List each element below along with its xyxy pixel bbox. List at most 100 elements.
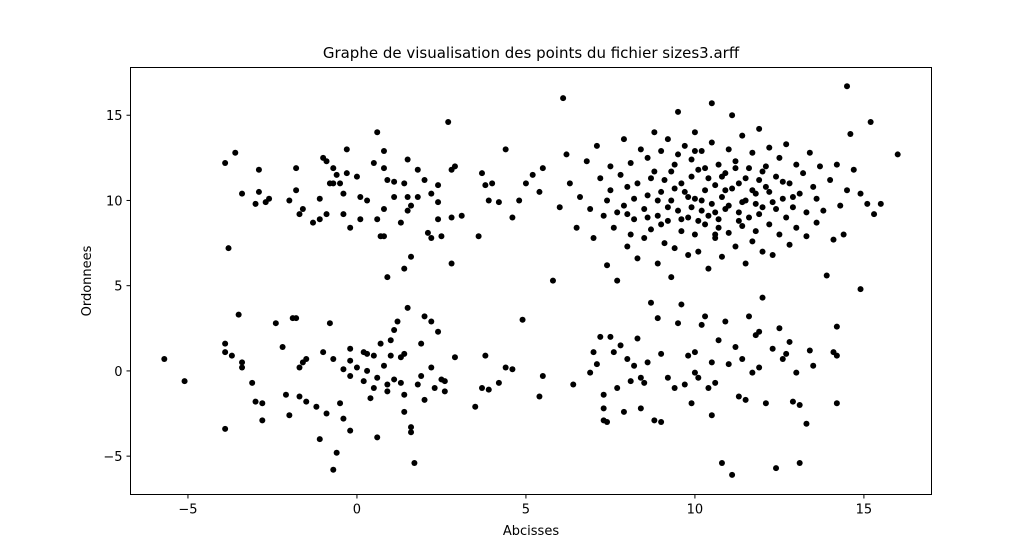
data-point xyxy=(380,165,387,172)
data-point xyxy=(266,195,273,202)
data-point xyxy=(279,344,286,351)
data-point xyxy=(688,156,695,163)
data-point xyxy=(370,159,377,166)
data-point xyxy=(833,352,840,359)
data-point xyxy=(803,420,810,427)
data-point xyxy=(732,158,739,165)
y-tick-label: 15 xyxy=(106,109,123,124)
data-point xyxy=(489,180,496,187)
data-point xyxy=(428,364,435,371)
data-point xyxy=(225,245,232,252)
data-point xyxy=(374,434,381,441)
data-point xyxy=(783,141,790,148)
data-point xyxy=(702,187,709,194)
data-point xyxy=(617,342,624,349)
data-point xyxy=(347,345,354,352)
data-point xyxy=(235,311,242,318)
data-point xyxy=(745,165,752,172)
data-point xyxy=(428,190,435,197)
data-point xyxy=(384,274,391,281)
data-point xyxy=(742,396,749,403)
data-point xyxy=(641,205,648,212)
data-point xyxy=(718,459,725,466)
data-point xyxy=(681,188,688,195)
data-point xyxy=(833,323,840,330)
data-point xyxy=(516,197,523,204)
data-point xyxy=(414,194,421,201)
data-point xyxy=(624,183,631,190)
data-point xyxy=(769,252,776,259)
data-point xyxy=(384,381,391,388)
data-point xyxy=(702,165,709,172)
data-point xyxy=(739,132,746,139)
data-point xyxy=(675,207,682,214)
data-point xyxy=(509,214,516,221)
data-point xyxy=(556,204,563,211)
data-point xyxy=(296,393,303,400)
data-point xyxy=(597,333,604,340)
data-point xyxy=(681,381,688,388)
data-point xyxy=(627,378,634,385)
data-point xyxy=(451,354,458,361)
data-point xyxy=(695,248,702,255)
data-point xyxy=(735,217,742,224)
data-point xyxy=(502,146,509,153)
data-point xyxy=(756,364,763,371)
data-point xyxy=(590,234,597,241)
data-point xyxy=(634,255,641,262)
data-point xyxy=(688,400,695,407)
data-point xyxy=(766,221,773,228)
data-point xyxy=(732,243,739,250)
data-point xyxy=(796,459,803,466)
y-tick-label: 0 xyxy=(114,365,122,380)
data-point xyxy=(833,400,840,407)
data-point xyxy=(661,240,668,247)
data-point xyxy=(661,177,668,184)
data-point xyxy=(239,190,246,197)
data-point xyxy=(610,224,617,231)
data-point xyxy=(779,178,786,185)
data-point xyxy=(759,168,766,175)
data-point xyxy=(485,386,492,393)
data-point xyxy=(813,195,820,202)
data-point xyxy=(712,182,719,189)
data-point xyxy=(414,166,421,173)
data-point xyxy=(685,252,692,259)
data-point xyxy=(678,180,685,187)
data-point xyxy=(414,381,421,388)
data-point xyxy=(786,241,793,248)
data-point xyxy=(340,190,347,197)
data-point xyxy=(539,373,546,380)
data-point xyxy=(816,163,823,170)
data-point xyxy=(766,188,773,195)
data-point xyxy=(353,364,360,371)
data-point xyxy=(641,234,648,241)
data-point xyxy=(374,374,381,381)
data-point xyxy=(401,408,408,415)
data-point xyxy=(495,199,502,206)
data-point xyxy=(347,224,354,231)
data-point xyxy=(675,320,682,327)
data-point xyxy=(620,202,627,209)
x-tick-label: 0 xyxy=(353,503,361,518)
data-point xyxy=(472,403,479,410)
data-point xyxy=(286,197,293,204)
data-point xyxy=(624,355,631,362)
data-point xyxy=(330,355,337,362)
data-point xyxy=(451,163,458,170)
data-point xyxy=(529,171,536,178)
data-point xyxy=(749,238,756,245)
data-point xyxy=(590,349,597,356)
data-point xyxy=(769,345,776,352)
data-point xyxy=(384,388,391,395)
data-point xyxy=(654,260,661,267)
data-point xyxy=(658,188,665,195)
data-point xyxy=(668,274,675,281)
data-point xyxy=(715,337,722,344)
data-point xyxy=(823,272,830,279)
data-point xyxy=(360,349,367,356)
x-axis-ticks: −5 0 5 10 15 xyxy=(178,494,872,518)
data-point xyxy=(810,183,817,190)
data-point xyxy=(698,148,705,155)
data-point xyxy=(478,170,485,177)
